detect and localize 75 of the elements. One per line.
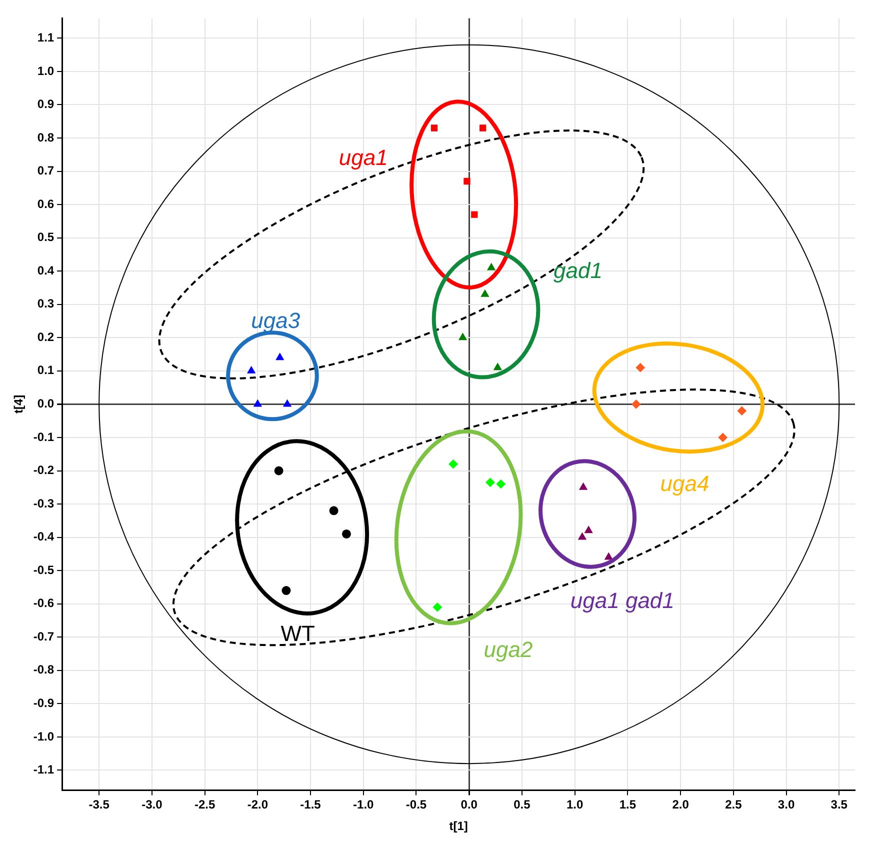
point bbox=[480, 124, 486, 132]
series-label: uga1 gad1 bbox=[570, 588, 674, 614]
y-tick-label: -1.0 bbox=[33, 729, 54, 744]
point bbox=[432, 602, 442, 612]
text: gad1 bbox=[554, 258, 602, 284]
point bbox=[458, 333, 467, 340]
point bbox=[254, 400, 262, 407]
x-tick-label: -1.5 bbox=[300, 798, 322, 812]
y-tick-label: 0.0 bbox=[37, 396, 54, 411]
point bbox=[486, 478, 495, 487]
y-tick-label: 1.0 bbox=[37, 64, 54, 78]
y-tick-label: 0.5 bbox=[37, 230, 54, 244]
y-tick-label: 0.3 bbox=[37, 296, 54, 311]
point bbox=[578, 532, 586, 540]
y-axis-title: t[4] bbox=[12, 394, 26, 414]
y-tick-label: -0.3 bbox=[33, 496, 54, 510]
y-tick-label: -0.9 bbox=[33, 696, 54, 710]
x-axis-title: t[1] bbox=[449, 819, 468, 834]
y-tick-label: 0.8 bbox=[37, 130, 54, 144]
series-label: uga4 bbox=[660, 471, 710, 498]
x-tick-label: 3.0 bbox=[778, 798, 795, 812]
x-tick-label: 2.0 bbox=[672, 798, 690, 812]
point bbox=[342, 529, 351, 538]
point bbox=[247, 366, 256, 374]
point bbox=[274, 466, 284, 476]
point bbox=[448, 460, 458, 469]
x-tick-label: -3.0 bbox=[142, 798, 163, 812]
point bbox=[282, 586, 291, 596]
point bbox=[718, 432, 728, 442]
x-tick-label: 1.5 bbox=[619, 798, 636, 812]
x-tick-label: 0.5 bbox=[514, 798, 531, 812]
y-tick-label: -0.8 bbox=[33, 662, 54, 677]
y-tick-label: 0.2 bbox=[37, 330, 54, 344]
point bbox=[283, 400, 292, 407]
x-tick-label: 3.5 bbox=[830, 798, 848, 812]
point bbox=[496, 480, 506, 489]
x-tick-label: -2.0 bbox=[247, 798, 268, 812]
point bbox=[636, 363, 645, 372]
y-tick-label: -0.6 bbox=[33, 596, 54, 610]
y-tick-label: 0.9 bbox=[37, 97, 54, 112]
x-tick-label: 0.0 bbox=[460, 798, 478, 812]
x-tick-label: -3.5 bbox=[88, 798, 110, 812]
point bbox=[737, 406, 746, 416]
point bbox=[464, 178, 470, 185]
y-tick-label: -0.7 bbox=[33, 629, 54, 644]
y-tick-label: 1.1 bbox=[37, 30, 54, 44]
y-tick-label: -0.5 bbox=[33, 562, 54, 577]
series-label: WT bbox=[280, 620, 315, 647]
point bbox=[604, 552, 613, 560]
point bbox=[481, 290, 489, 297]
point bbox=[276, 353, 284, 360]
series-label: uga3 bbox=[251, 308, 300, 334]
x-tick-label: -2.5 bbox=[194, 798, 216, 812]
y-tick-label: 0.1 bbox=[37, 363, 54, 378]
point bbox=[494, 363, 502, 370]
x-tick-label: 2.5 bbox=[725, 798, 742, 812]
point bbox=[632, 400, 641, 409]
y-tick-label: 0.7 bbox=[37, 164, 54, 178]
point bbox=[471, 211, 478, 218]
point bbox=[487, 263, 496, 270]
point bbox=[430, 124, 438, 132]
text: uga2 bbox=[484, 637, 533, 664]
y-tick-label: 0.4 bbox=[37, 263, 54, 278]
point bbox=[579, 482, 588, 490]
y-tick-label: -0.4 bbox=[33, 530, 54, 544]
x-tick-label: -0.5 bbox=[406, 798, 427, 812]
point bbox=[584, 526, 593, 534]
point bbox=[329, 506, 338, 516]
y-tick-label: 0.6 bbox=[37, 196, 54, 211]
y-tick-label: -0.2 bbox=[33, 463, 54, 478]
y-tick-label: -0.1 bbox=[33, 430, 54, 444]
x-tick-label: 1.0 bbox=[566, 798, 584, 812]
y-tick-label: -1.1 bbox=[33, 762, 54, 777]
text: uga1 bbox=[338, 144, 388, 171]
x-tick-label: -1.0 bbox=[353, 798, 374, 812]
